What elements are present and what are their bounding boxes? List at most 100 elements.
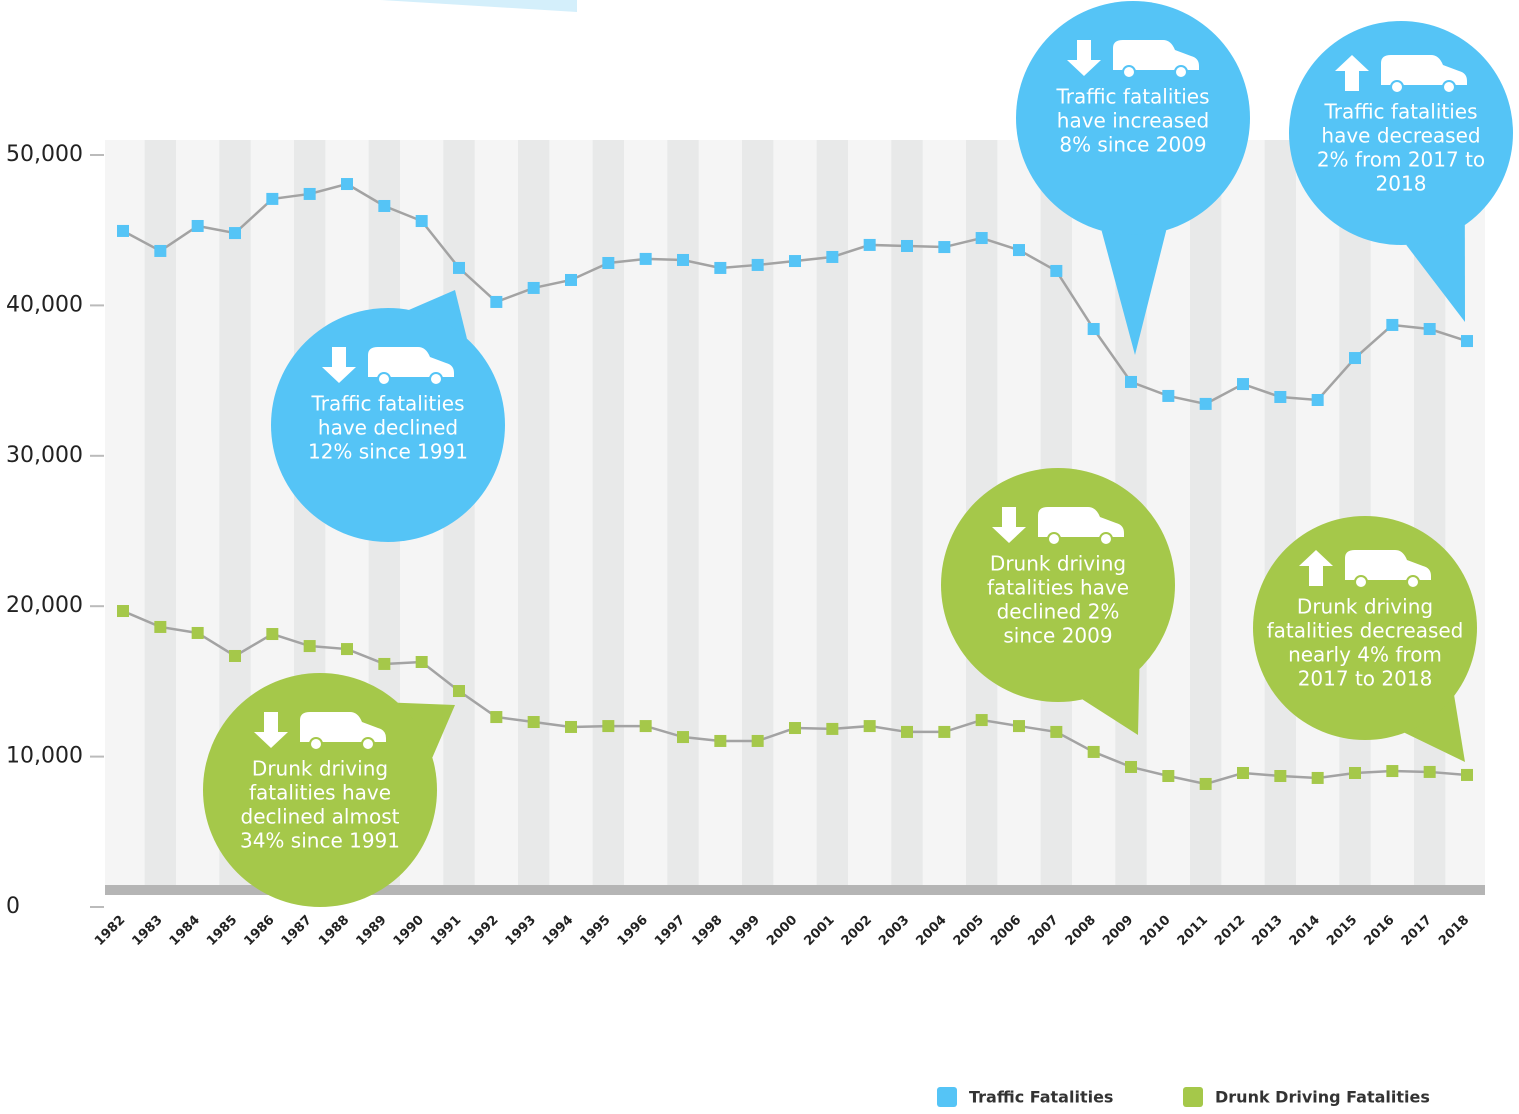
data-point xyxy=(1237,766,1249,779)
data-point xyxy=(677,253,689,266)
band xyxy=(518,140,550,885)
data-point xyxy=(117,605,129,618)
wheel xyxy=(429,372,443,386)
data-point xyxy=(639,720,652,733)
annotation-text: since 2009 xyxy=(1003,624,1112,648)
data-point xyxy=(863,720,876,733)
data-point xyxy=(677,731,689,744)
car-icon xyxy=(1038,507,1124,537)
car-icon xyxy=(1345,550,1431,580)
data-point xyxy=(714,734,727,747)
annotation-text: declined 2% xyxy=(997,600,1120,624)
data-point xyxy=(1125,375,1137,388)
data-point xyxy=(415,655,428,668)
wheel xyxy=(1354,575,1368,589)
data-point xyxy=(1050,264,1063,277)
y-tick-label: 50,000 xyxy=(6,142,83,167)
data-point xyxy=(490,295,503,308)
x-tick-label: 2011 xyxy=(1175,913,1211,949)
data-point xyxy=(341,643,353,656)
x-tick-label: 2010 xyxy=(1137,913,1173,949)
data-point xyxy=(789,722,801,735)
band xyxy=(1339,140,1371,885)
data-point xyxy=(117,224,129,237)
data-point xyxy=(975,232,988,245)
annotation-text: Drunk driving xyxy=(252,757,388,781)
band xyxy=(816,140,848,885)
data-point xyxy=(229,227,241,240)
arrow-icon xyxy=(322,347,356,383)
x-tick-label: 2001 xyxy=(801,913,837,949)
x-tick-label: 1989 xyxy=(353,913,389,949)
x-tick-label: 1995 xyxy=(577,913,613,949)
x-tick-label: 2013 xyxy=(1249,913,1285,949)
y-tick-label: 10,000 xyxy=(6,744,83,769)
x-tick-label: 1991 xyxy=(428,913,464,949)
data-point xyxy=(303,640,316,653)
data-point xyxy=(751,258,764,271)
decor xyxy=(380,0,577,12)
bubble-tail xyxy=(409,290,467,339)
wheel xyxy=(1099,532,1113,546)
data-point xyxy=(453,685,465,698)
legend-swatch xyxy=(937,1087,957,1107)
bubble-tail xyxy=(1406,225,1465,322)
legend-label: Drunk Driving Fatalities xyxy=(1215,1088,1430,1107)
x-tick-label: 2003 xyxy=(876,913,912,949)
arrow-icon xyxy=(1067,40,1101,76)
x-tick-label: 2009 xyxy=(1100,913,1136,949)
annotation-text: Traffic fatalities xyxy=(1055,85,1209,109)
data-point xyxy=(789,255,801,268)
annotation-text: fatalities decreased xyxy=(1267,619,1464,643)
annotation-text: fatalities have xyxy=(987,576,1129,600)
x-tick-label: 1982 xyxy=(92,913,128,949)
band xyxy=(592,140,624,885)
data-point xyxy=(1237,378,1249,391)
data-point xyxy=(1125,760,1137,773)
x-tick-label: 1986 xyxy=(241,913,277,949)
data-point xyxy=(565,273,577,286)
data-point xyxy=(378,657,391,670)
x-tick-label: 1987 xyxy=(279,913,315,949)
data-point xyxy=(1013,244,1025,257)
data-point xyxy=(1386,318,1399,331)
band xyxy=(891,140,923,885)
x-tick-label: 1983 xyxy=(129,913,165,949)
bubble-tail xyxy=(1404,695,1465,762)
annotation-text: Drunk driving xyxy=(990,552,1126,576)
x-axis-bar xyxy=(105,885,1485,895)
x-tick-label: 1992 xyxy=(465,913,501,949)
data-point xyxy=(266,628,279,641)
annotation-text: have declined xyxy=(318,416,458,440)
data-point xyxy=(938,241,951,254)
x-tick-label: 1988 xyxy=(316,913,352,949)
annotation-text: nearly 4% from xyxy=(1288,643,1442,667)
legend-label: Traffic Fatalities xyxy=(969,1088,1113,1107)
y-tick-label: 0 xyxy=(6,894,20,919)
data-point xyxy=(453,261,465,274)
data-point xyxy=(1349,352,1361,365)
x-tick-label: 2015 xyxy=(1324,913,1360,949)
x-tick-label: 2018 xyxy=(1436,913,1472,949)
annotation-text: fatalities have xyxy=(249,781,391,805)
data-point xyxy=(303,187,316,200)
annotation-text: have increased xyxy=(1057,109,1209,133)
data-point xyxy=(863,238,876,251)
data-point xyxy=(378,199,391,212)
data-point xyxy=(714,261,727,274)
car-icon xyxy=(300,712,386,742)
data-point xyxy=(602,256,615,269)
car-icon xyxy=(1381,55,1467,85)
car-icon xyxy=(1113,40,1199,70)
data-point xyxy=(527,716,540,729)
data-point xyxy=(341,178,353,191)
data-point xyxy=(975,714,988,727)
legend-swatch xyxy=(1183,1087,1203,1107)
annotation-text: Traffic fatalities xyxy=(310,392,464,416)
bubble-tail xyxy=(397,702,455,758)
wheel xyxy=(1390,80,1404,94)
wheel xyxy=(377,372,391,386)
arrow-icon xyxy=(1335,55,1369,91)
x-tick-label: 1998 xyxy=(689,913,725,949)
